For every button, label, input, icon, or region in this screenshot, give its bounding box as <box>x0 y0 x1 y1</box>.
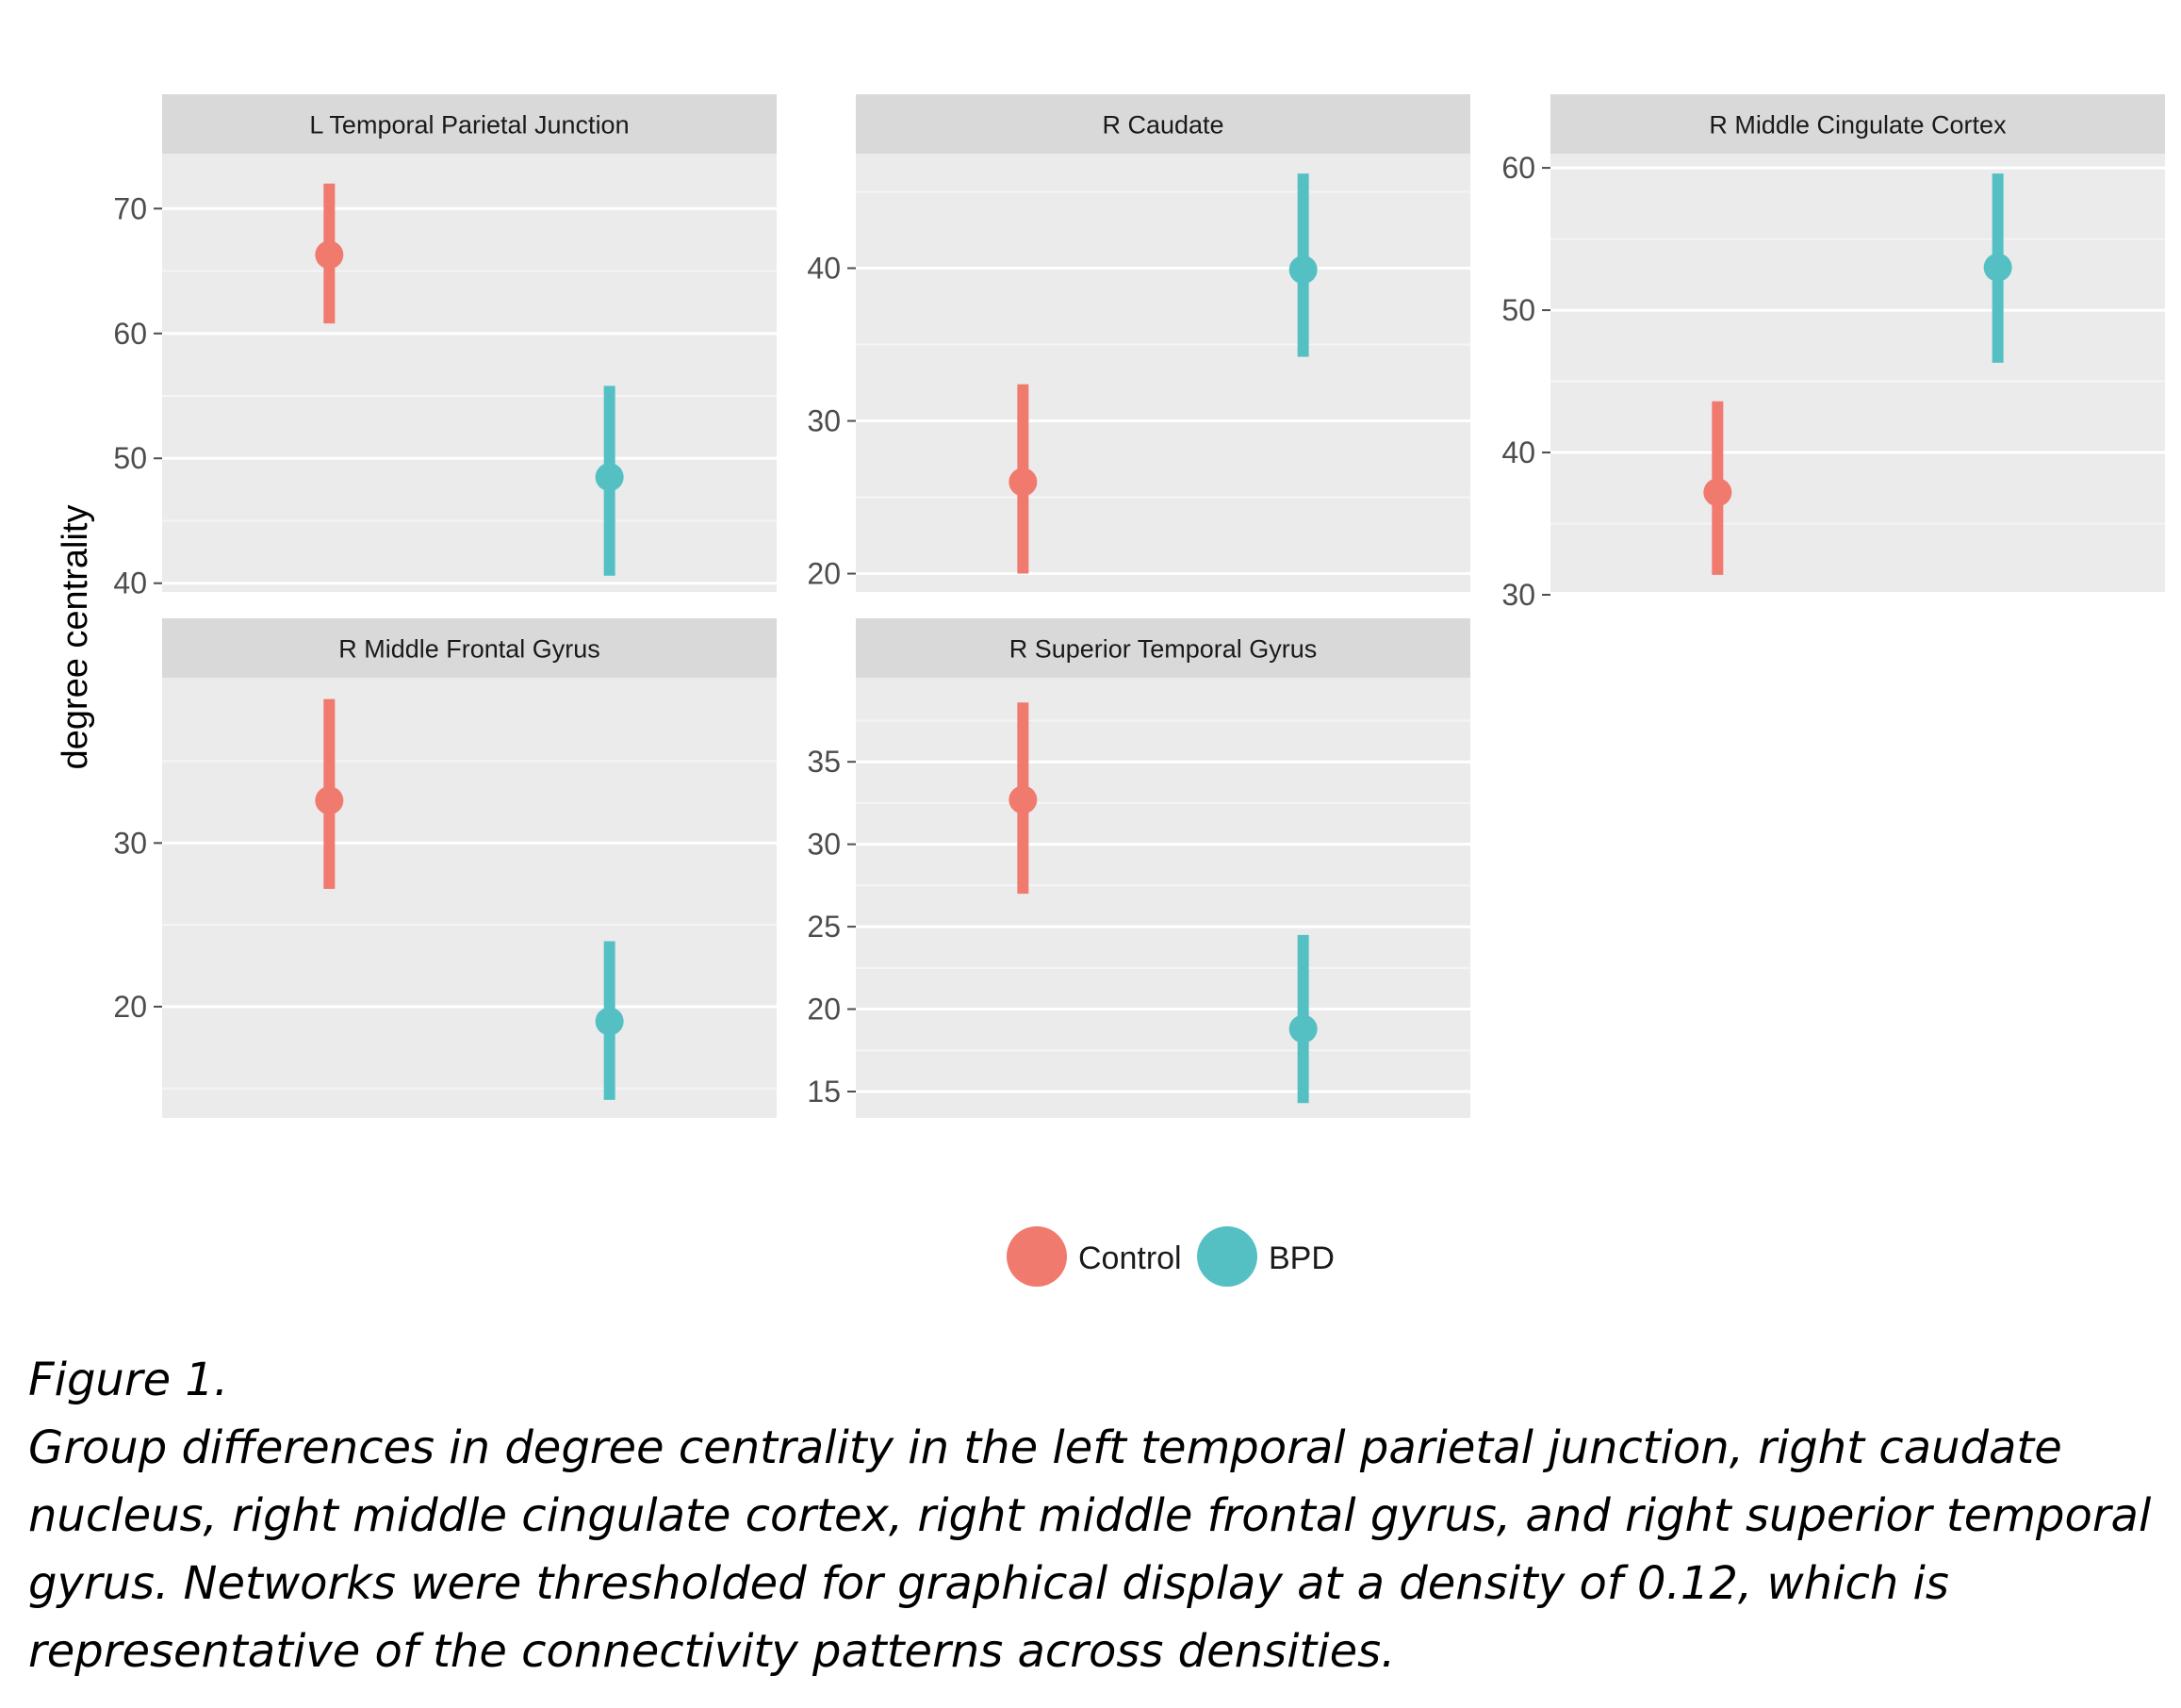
y-axis-label: degree centrality <box>56 505 95 770</box>
legend-label-bpd: BPD <box>1269 1240 1335 1276</box>
facet-panel: R Middle Cingulate Cortex 30 40 50 60 <box>1501 94 2165 612</box>
caption-line-2: nucleus, right middle cingulate cortex, … <box>28 1489 2152 1542</box>
plot-background <box>856 154 1470 592</box>
control-point <box>1703 478 1732 507</box>
facet-title: L Temporal Parietal Junction <box>309 111 629 140</box>
facet-strip <box>856 618 1470 678</box>
legend: Control BPD <box>1007 1226 1335 1287</box>
plot-background <box>162 154 777 592</box>
facet-strip <box>1550 94 2165 154</box>
figure-caption: Figure 1. Group differences in degree ce… <box>28 1346 2158 1685</box>
bpd-point <box>1288 255 1318 285</box>
y-tick-label: 30 <box>1501 578 1535 612</box>
facet-panel: L Temporal Parietal Junction 40 50 60 70 <box>113 94 777 600</box>
y-tick-label: 50 <box>1501 293 1535 327</box>
control-point <box>315 240 344 270</box>
y-tick-label: 40 <box>1501 435 1535 469</box>
caption-line-1: Group differences in degree centrality i… <box>28 1421 2062 1474</box>
caption-heading: Figure 1. <box>28 1354 229 1406</box>
y-tick-label: 60 <box>113 317 147 351</box>
bpd-point <box>1983 253 2012 282</box>
y-tick-label: 35 <box>807 745 841 779</box>
y-tick-label: 30 <box>807 404 841 438</box>
y-tick-label: 20 <box>807 557 841 591</box>
y-tick-label: 30 <box>113 826 147 860</box>
y-tick-label: 15 <box>807 1075 841 1109</box>
facet-panel: R Caudate 20 30 40 <box>807 94 1470 592</box>
y-tick-label: 40 <box>113 567 147 600</box>
plot-background <box>856 678 1470 1118</box>
bpd-point <box>595 463 624 492</box>
bpd-point <box>1288 1014 1318 1043</box>
y-tick-label: 40 <box>807 252 841 286</box>
y-tick-label: 30 <box>807 828 841 862</box>
y-tick-label: 25 <box>807 910 841 944</box>
caption-line-3: gyrus. Networks were thresholded for gra… <box>28 1557 1949 1610</box>
y-tick-label: 50 <box>113 441 147 475</box>
y-tick-label: 20 <box>113 990 147 1024</box>
plot-background <box>1550 154 2165 592</box>
legend-key-bpd <box>1197 1226 1257 1287</box>
facet-strip <box>162 618 777 678</box>
facet-strip <box>856 94 1470 154</box>
legend-key-control <box>1007 1226 1067 1287</box>
plot-background <box>162 678 777 1118</box>
facet-panel: R Superior Temporal Gyrus 15 20 25 30 35 <box>807 618 1470 1118</box>
facet-panel: R Middle Frontal Gyrus 20 30 <box>113 618 777 1118</box>
control-point <box>315 786 344 815</box>
y-tick-label: 60 <box>1501 151 1535 185</box>
caption-line-4: representative of the connectivity patte… <box>28 1625 1396 1678</box>
facet-title: R Middle Cingulate Cortex <box>1709 111 2007 140</box>
facet-title: R Caudate <box>1102 111 1223 140</box>
legend-label-control: Control <box>1078 1240 1182 1276</box>
facet-title: R Superior Temporal Gyrus <box>1009 635 1318 664</box>
control-point <box>1009 785 1038 814</box>
y-tick-label: 70 <box>113 191 147 225</box>
facet-title: R Middle Frontal Gyrus <box>338 635 600 664</box>
y-tick-label: 20 <box>807 993 841 1026</box>
bpd-point <box>595 1007 624 1036</box>
facet-strip <box>162 94 777 154</box>
control-point <box>1009 468 1038 497</box>
